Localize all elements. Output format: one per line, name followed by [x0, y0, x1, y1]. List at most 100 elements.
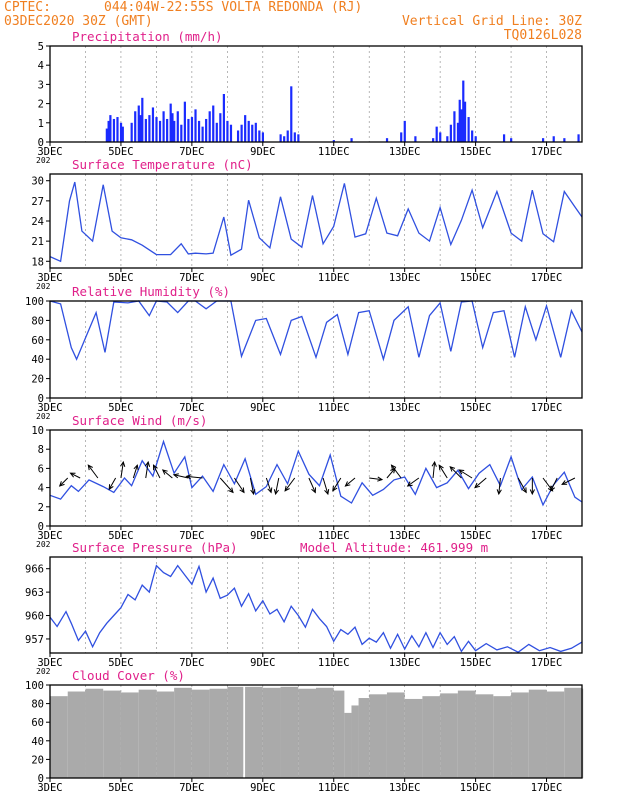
x-tick-label: 13DEC — [389, 146, 421, 158]
wind-arrow-head — [120, 460, 126, 467]
cloud-bar — [351, 705, 359, 778]
cloud-bar — [67, 691, 86, 778]
precip-bar — [141, 97, 144, 142]
wind-arrow-head — [87, 464, 93, 471]
wind-arrow — [162, 469, 173, 479]
series-line — [49, 181, 583, 263]
precip-bar — [283, 136, 286, 142]
wind-arrow — [449, 466, 462, 479]
wind-arrow — [391, 464, 402, 479]
precip-bar — [166, 118, 169, 142]
y-tick-label: 0 — [38, 393, 44, 405]
cloud-bar — [298, 688, 316, 778]
cloud-bar — [333, 690, 345, 778]
precip-bar — [236, 130, 240, 142]
header-source: CPTEC: — [4, 0, 51, 15]
precip-bar — [403, 120, 406, 142]
wind-arrow — [234, 477, 245, 493]
panel-frame — [49, 429, 583, 527]
precip-bar — [144, 118, 147, 142]
precip-bar — [332, 140, 335, 142]
precip-bar — [456, 122, 460, 142]
x-tick-label: 17DEC — [531, 146, 563, 158]
x-tick-label: 15DEC — [460, 402, 492, 414]
precip-bar — [449, 124, 452, 142]
wind-arrow-head — [377, 476, 384, 482]
precip-bar — [194, 109, 197, 142]
precip-bar — [119, 122, 123, 142]
precip-bar — [432, 138, 435, 142]
wind-arrow — [132, 465, 138, 479]
y-tick-label: 1 — [38, 118, 44, 130]
precip-bar — [197, 120, 201, 142]
wind-arrow-head — [185, 474, 192, 480]
wind-arrow-head — [172, 473, 179, 479]
wind-arrow — [550, 477, 558, 492]
wind-arrow — [407, 477, 420, 487]
precip-bar — [183, 101, 186, 142]
precip-bar — [244, 115, 247, 142]
precip-bar — [169, 103, 172, 142]
precip-bar — [552, 136, 555, 142]
wind-arrow — [186, 475, 203, 479]
y-tick-label: 2 — [38, 99, 44, 111]
x-tick-label: 9DEC — [250, 402, 275, 414]
cloud-bar — [156, 691, 175, 778]
wind-arrow — [145, 461, 149, 479]
precip-bar — [541, 138, 545, 142]
panel-title: Relative Humidity (%) — [72, 284, 230, 299]
precip-bar — [176, 111, 179, 142]
cloud-bar — [85, 688, 104, 778]
precip-bar — [462, 80, 465, 142]
panel-title: Surface Pressure (hPa) — [72, 540, 238, 555]
wind-arrow-head — [228, 487, 234, 494]
x-tick-label: 17DEC — [531, 272, 563, 284]
wind-arrow — [561, 477, 576, 485]
precip-bar — [385, 138, 389, 142]
x-tick-label: 7DEC — [179, 657, 204, 669]
precip-bar — [219, 113, 222, 142]
wind-arrow-head — [58, 481, 65, 487]
precip-bar — [471, 130, 474, 142]
panel-title: Surface Temperature (nC) — [72, 157, 253, 172]
y-tick-label: 20 — [31, 374, 44, 386]
y-tick-label: 30 — [31, 176, 44, 188]
precip-bar — [290, 86, 293, 142]
wind-arrow — [59, 477, 69, 487]
y-tick-label: 966 — [25, 564, 44, 576]
precip-bar — [190, 117, 194, 142]
cloud-bar — [227, 686, 244, 778]
wind-arrow — [345, 477, 356, 487]
panel-frame — [49, 300, 583, 399]
header-grid-note: Vertical Grid Line: 30Z — [402, 14, 582, 29]
wind-arrow-head — [496, 489, 502, 496]
wind-arrow-head — [529, 489, 535, 496]
cloud-bar — [564, 687, 582, 778]
header-run: 03DEC2020 30Z (GMT) — [4, 14, 153, 29]
x-tick-label: 11DEC — [318, 657, 350, 669]
x-tick-label: 7DEC — [179, 530, 204, 542]
wind-arrow — [284, 477, 296, 492]
x-year-label: 202 — [36, 282, 51, 291]
x-tick-label: 3DEC — [37, 782, 62, 794]
precip-bar — [187, 118, 190, 142]
x-tick-label: 13DEC — [389, 530, 421, 542]
y-tick-label: 4 — [38, 60, 44, 72]
wind-arrow-head — [69, 472, 76, 478]
wind-arrow-head — [133, 464, 139, 471]
precip-bar — [453, 111, 456, 142]
panel-frame — [49, 556, 583, 654]
precip-bar — [240, 124, 243, 142]
x-tick-label: 15DEC — [460, 657, 492, 669]
y-tick-label: 21 — [31, 236, 44, 248]
x-tick-label: 7DEC — [179, 402, 204, 414]
wind-arrow — [369, 477, 383, 481]
precip-bar — [414, 136, 417, 142]
y-tick-label: 100 — [25, 296, 44, 308]
precip-bar — [116, 117, 119, 142]
cloud-bar — [386, 692, 405, 778]
wind-arrow-head — [474, 482, 481, 489]
x-tick-label: 11DEC — [318, 530, 350, 542]
x-tick-label: 17DEC — [531, 530, 563, 542]
precip-bar — [155, 117, 158, 142]
